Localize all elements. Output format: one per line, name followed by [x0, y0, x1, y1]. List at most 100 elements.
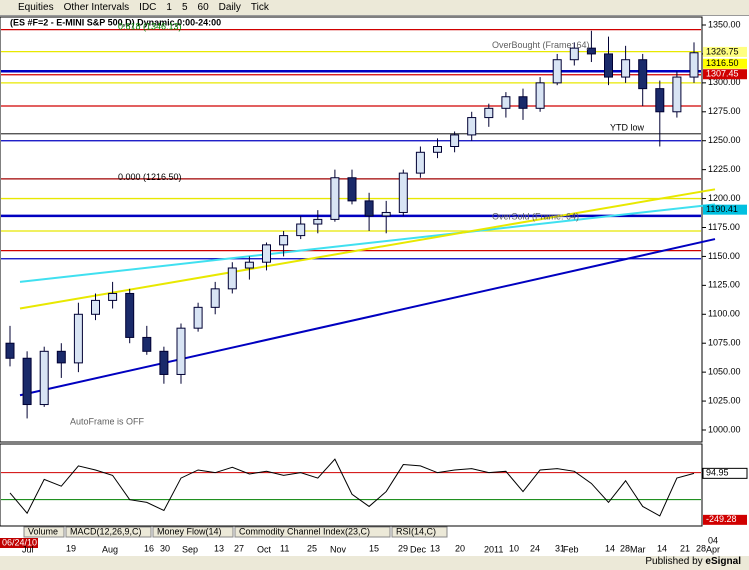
price-label-bg — [703, 46, 747, 57]
date-label: 13 — [430, 543, 440, 553]
date-label: 19 — [66, 543, 76, 553]
y-tick-label: 1075.00 — [708, 338, 741, 348]
date-label: 06/24/10 — [2, 537, 37, 547]
tab-label[interactable]: Money Flow(14) — [157, 526, 222, 536]
annotation: AutoFrame is OFF — [70, 416, 145, 426]
y-tick-label: 1175.00 — [708, 222, 740, 232]
price-label: 1326.75 — [706, 46, 739, 56]
candle-body — [125, 292, 135, 338]
month-label: Dec — [410, 544, 427, 554]
candle-body — [313, 218, 323, 225]
candle-body — [552, 59, 562, 84]
tab-label[interactable]: Commodity Channel Index(23,C) — [239, 526, 370, 536]
candle-body — [227, 267, 237, 290]
candle-body — [364, 200, 374, 217]
candle-body — [22, 357, 32, 406]
candle-body — [73, 313, 83, 364]
candle-body — [450, 134, 460, 148]
candle-body — [484, 107, 494, 119]
toolbar-button[interactable]: IDC — [139, 2, 157, 13]
toolbar-button[interactable]: 5 — [181, 2, 188, 13]
candle-body — [210, 288, 220, 308]
candle-body — [415, 151, 425, 174]
date-label: 14 — [657, 543, 667, 553]
date-label: 29 — [398, 543, 408, 553]
month-label: Nov — [330, 544, 347, 554]
candle-body — [193, 306, 203, 329]
tab[interactable] — [391, 526, 448, 538]
brand: eSignal — [705, 556, 741, 567]
candle-body — [5, 342, 15, 359]
y-tick-label: 1050.00 — [708, 367, 741, 377]
trendline — [19, 188, 716, 310]
oscillator-panel — [0, 443, 703, 527]
date-label: 31 — [555, 543, 565, 553]
date-label: 25 — [307, 543, 317, 553]
date-label: 16 — [144, 543, 154, 553]
price-label-bg — [703, 58, 747, 69]
toolbar-button[interactable]: Daily — [218, 2, 241, 13]
tab[interactable] — [23, 526, 65, 538]
tab-label[interactable]: RSI(14,C) — [396, 526, 436, 536]
date-label: 04 — [708, 535, 718, 545]
candle-body — [501, 96, 511, 109]
date-label: 11 — [280, 543, 289, 553]
candle-body — [330, 177, 340, 220]
y-tick-label: 1025.00 — [708, 395, 741, 405]
date-label: 21 — [680, 543, 690, 553]
osc-label-bg — [702, 467, 748, 479]
date-label: 27 — [234, 543, 244, 553]
osc-label: 94.95 — [706, 468, 729, 478]
y-tick-label: 1275.00 — [708, 106, 741, 116]
price-label-bg — [703, 69, 747, 80]
month-label: 2011 — [484, 544, 503, 554]
toolbar: Equities Other Intervals IDC 1 5 60 Daily Tick — [0, 0, 749, 16]
date-label: 28 — [620, 543, 630, 553]
status-text: Published by — [645, 556, 703, 567]
toolbar-button[interactable]: 60 — [197, 2, 209, 13]
candle-body — [39, 350, 49, 406]
y-tick-label: 1000.00 — [708, 424, 741, 434]
candle-body — [398, 172, 408, 213]
toolbar-button[interactable]: Equities — [18, 2, 54, 13]
tab[interactable] — [234, 526, 391, 538]
annotation: OverSold (Frame: 64) — [492, 211, 579, 221]
y-tick-label: 1350.00 — [708, 19, 741, 29]
candle-body — [279, 235, 289, 246]
candle-body — [159, 350, 169, 375]
candle-body — [689, 52, 699, 78]
date-label: 24 — [530, 543, 540, 553]
tab-label[interactable]: Volume — [28, 526, 58, 536]
annotation: OverBought (Frame: 64) — [492, 40, 590, 50]
date-label: 15 — [369, 543, 379, 553]
toolbar-button[interactable]: Tick — [250, 2, 269, 13]
y-tick-label: 1250.00 — [708, 135, 741, 145]
month-label: Jul — [22, 544, 34, 554]
toolbar-button[interactable]: Other Intervals — [63, 2, 130, 13]
candle-body — [91, 299, 100, 315]
candle-body — [586, 47, 596, 55]
tab[interactable] — [152, 526, 234, 538]
month-label: Oct — [257, 544, 272, 554]
tab-label[interactable]: MACD(12,26,9,C) — [70, 526, 142, 536]
candle-body — [604, 53, 613, 78]
candle-body — [296, 223, 306, 237]
price-label: 1316.50 — [706, 58, 739, 68]
candle-body — [433, 146, 442, 153]
candle-body — [655, 88, 665, 113]
candle-body — [569, 47, 579, 61]
candle-body — [244, 261, 254, 269]
candle-body — [347, 177, 357, 202]
y-tick-label: 1225.00 — [708, 164, 741, 174]
price-panel — [0, 16, 703, 443]
trendline — [19, 203, 716, 283]
osc-label: -249.28 — [706, 514, 737, 524]
osc-label-bg — [703, 514, 747, 525]
candle-body — [262, 244, 271, 263]
tab[interactable] — [65, 526, 152, 538]
date-start-bg — [0, 538, 38, 548]
candle-body — [381, 211, 391, 217]
toolbar-button[interactable]: 1 — [166, 2, 172, 13]
